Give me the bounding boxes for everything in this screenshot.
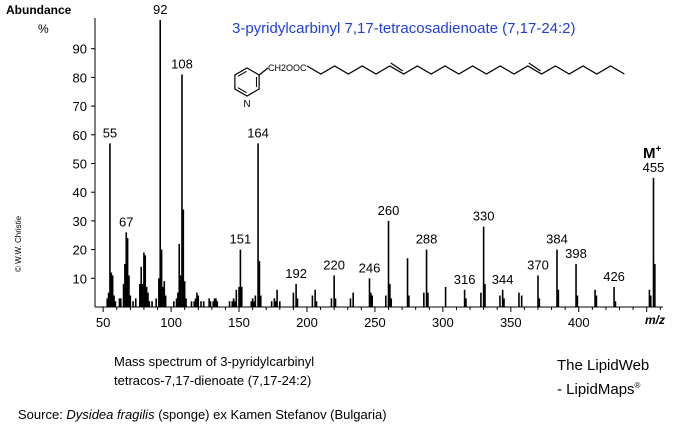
ring-substituent-bond [258,67,269,76]
y-tick-label: 50 [73,157,87,172]
credit-line-2: - LipidMaps® [557,376,649,400]
y-axis-title: Abundance [6,3,72,17]
y-tick-label: 30 [73,214,87,229]
x-tick-label: 100 [160,315,182,330]
peaks [106,20,656,307]
x-axis-title: m/z [645,313,666,327]
peak-label: 370 [527,257,549,272]
molecular-ion-charge: + [655,144,662,155]
y-tick-label: 70 [73,99,87,114]
registered-mark: ® [634,381,641,390]
source-line: Source: Dysidea fragilis (sponge) ex Kam… [18,407,387,422]
copyright-note: © W.W. Christie [14,215,23,272]
peak-label: 398 [565,246,587,261]
ester-group-label: CH2OOC [268,63,307,73]
peak-label: 288 [416,232,438,247]
molecular-ion-letter: M [643,145,656,162]
credit-block: The LipidWeb - LipidMaps® [557,356,649,400]
pyridine-ring [234,67,260,97]
peak-label: 246 [359,260,381,275]
ring-double-bond [237,70,247,77]
peak-label: 260 [378,203,400,218]
peak-label: 108 [171,57,193,72]
chain-double-bond [390,62,403,72]
ring-double-bond [237,87,247,94]
caption-line-1: Mass spectrum of 3-pyridylcarbinyl [114,354,315,369]
y-tick-label: 80 [73,70,87,85]
y-tick-label: 90 [73,42,87,57]
y-tick-label: 60 [73,128,87,143]
peak-label: 330 [473,209,495,224]
peak-label: 316 [454,272,476,287]
y-axis-unit: % [38,22,49,36]
x-tick-label: 300 [432,315,454,330]
fatty-acid-chain [306,65,625,75]
molecular-ion-label: M+ [643,144,661,162]
x-tick-label: 350 [500,315,522,330]
peak-label: 92 [153,2,167,17]
peak-label: 426 [603,269,625,284]
source-suffix: (sponge) ex Kamen Stefanov (Bulgaria) [154,407,387,422]
chain-double-bond [528,62,541,72]
x-tick-label: 50 [96,315,110,330]
y-tick-label: 40 [73,185,87,200]
source-prefix: Source: [18,407,67,422]
peak-label: 384 [546,232,568,247]
peak-labels: 55 67 92 108 151 164 192 220 246 260 288 316 330 344 3… [103,2,665,287]
y-tick-label: 20 [73,243,87,258]
credit-line-1: The LipidWeb [557,357,650,374]
pyridine-nitrogen: N [243,99,250,110]
y-tick-label: 10 [73,271,87,286]
credit-line-2-text: - LipidMaps [557,381,635,398]
axes: 10 20 30 40 50 60 70 80 90 50 100 150 200 250 300 350 40… [73,18,663,330]
x-tick-label: 400 [568,315,590,330]
peak-label: 55 [103,125,117,140]
peak-label: 67 [119,214,133,229]
peak-label: 192 [285,266,307,281]
peak-label: 220 [323,257,345,272]
caption-line-2: tetracos-7,17-dienoate (7,17-24:2) [114,373,312,388]
x-tick-label: 250 [364,315,386,330]
x-tick-label: 150 [228,315,250,330]
source-organism: Dysidea fragilis [66,407,155,422]
molecule-structure: N CH2OOC [234,62,625,110]
chart-title: 3-pyridylcarbinyl 7,17-tetracosadienoate… [232,20,576,37]
peak-label: 164 [247,125,269,140]
figure-caption: Mass spectrum of 3-pyridylcarbinyl tetra… [114,352,314,390]
x-tick-label: 200 [296,315,318,330]
peak-label: 151 [230,232,252,247]
peak-label: 455 [643,160,665,175]
peak-label: 344 [492,272,514,287]
